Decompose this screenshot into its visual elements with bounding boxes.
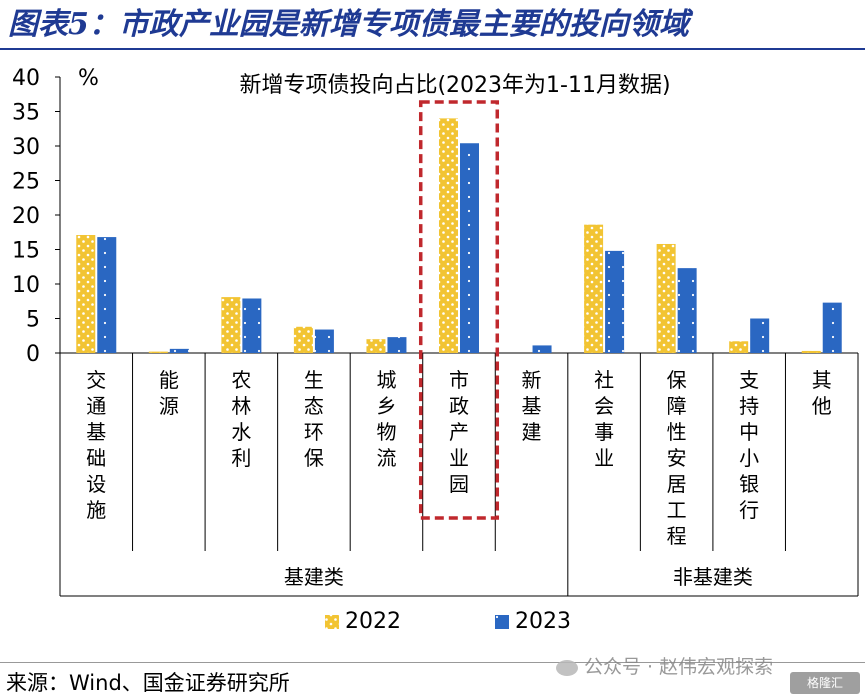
category-label: 能源 — [159, 368, 179, 418]
bar-2022-社会事业 — [584, 224, 604, 353]
bar-2023-城乡物流 — [387, 337, 407, 353]
title-divider — [0, 48, 865, 50]
bar-chart: 新增专项债投向占比(2023年为1-11月数据) 0 5 10 15 20 25 30 35 40… — [12, 66, 859, 634]
figure-title: 图表5：市政产业园是新增专项债最主要的投向领域 — [8, 7, 689, 42]
group-label: 基建类 — [284, 565, 344, 589]
y-tick-label: 0 — [26, 342, 40, 367]
category-label: 市政产业园 — [449, 368, 469, 496]
category-label: 城乡物流 — [376, 368, 396, 470]
bar-2023-支持中小银行 — [750, 318, 770, 353]
highlight-box — [418, 100, 500, 520]
y-tick-label: 5 — [26, 308, 40, 333]
brand-logo: 格隆汇 — [790, 672, 860, 694]
bar-2023-新基建 — [532, 345, 552, 353]
y-tick-label: 10 — [12, 273, 40, 298]
bar-2023-保障性安居工程 — [677, 268, 697, 353]
legend-label-2022: 2022 — [345, 609, 401, 634]
wechat-icon — [556, 659, 578, 676]
bar-2022-生态环保 — [293, 326, 313, 353]
bar-2023-社会事业 — [605, 250, 625, 353]
bar-2022-支持中小银行 — [729, 341, 749, 353]
bar-2022-能源 — [148, 351, 168, 353]
bar-2023-生态环保 — [314, 329, 334, 353]
legend-label-2023: 2023 — [515, 609, 571, 634]
category-label: 农林水利 — [231, 368, 251, 470]
category-label: 支持中小银行 — [739, 368, 759, 522]
y-tick-label: 15 — [12, 239, 40, 264]
category-label: 交通基础设施 — [86, 368, 106, 522]
bar-2022-农林水利 — [221, 297, 241, 353]
y-tick-label: 40 — [12, 66, 40, 91]
legend-swatch-2023 — [495, 615, 509, 629]
category-label: 新基建 — [522, 368, 542, 444]
y-tick-label: 20 — [12, 204, 40, 229]
bar-2022-市政产业园 — [439, 118, 458, 354]
category-label: 保障性安居工程 — [667, 368, 687, 548]
group-label: 非基建类 — [673, 565, 753, 589]
category-label: 社会事业 — [594, 368, 614, 470]
watermark: 公众号 · 赵伟宏观探索 — [556, 652, 773, 679]
footer-divider — [0, 662, 865, 663]
bar-2023-农林水利 — [242, 298, 262, 353]
legend-swatch-2022 — [325, 615, 339, 629]
y-tick-label: 25 — [12, 170, 40, 195]
y-tick-label: 30 — [12, 135, 40, 160]
bar-2023-其他 — [822, 302, 842, 353]
bar-2023-市政产业园 — [460, 143, 479, 353]
category-label: 生态环保 — [304, 368, 324, 470]
bar-2022-保障性安居工程 — [656, 243, 676, 353]
bar-2022-交通基础设施 — [76, 235, 96, 353]
y-axis-unit: % — [78, 66, 99, 91]
bar-2023-交通基础设施 — [97, 237, 117, 353]
y-tick-label: 35 — [12, 101, 40, 126]
bar-2022-其他 — [801, 350, 821, 353]
source-note: 来源：Wind、国金证券研究所 — [6, 671, 290, 695]
bar-2022-城乡物流 — [366, 339, 386, 353]
watermark-text: 公众号 · 赵伟宏观探索 — [584, 656, 774, 678]
category-label: 其他 — [812, 368, 832, 418]
bar-2023-能源 — [169, 348, 189, 353]
chart-title: 新增专项债投向占比(2023年为1-11月数据) — [239, 73, 670, 98]
